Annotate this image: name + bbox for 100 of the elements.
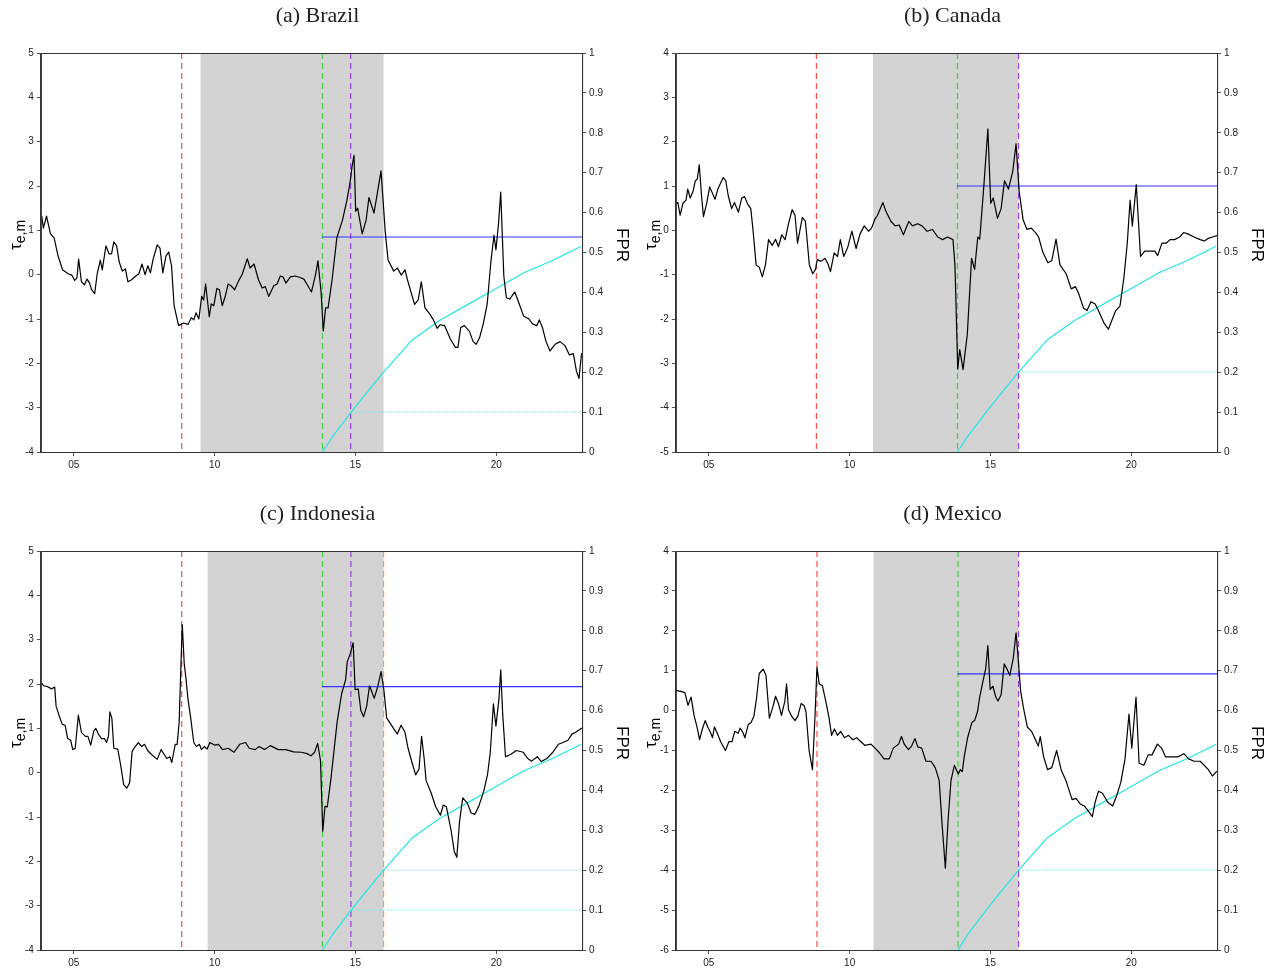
- x-tick-label: 10: [209, 458, 221, 470]
- y2-tick-label: 1: [1224, 46, 1231, 58]
- y-tick-label: -3: [24, 401, 35, 413]
- y2-axis-title: FPR: [1247, 726, 1267, 760]
- y2-tick-label: 0.2: [589, 365, 604, 377]
- y-tick-label: 4: [663, 544, 670, 556]
- x-tick-label: 20: [1125, 956, 1138, 968]
- y2-tick-label: 0.3: [589, 824, 604, 836]
- y2-tick-label: 0.3: [1224, 326, 1239, 338]
- y2-tick-label: 0: [1224, 943, 1231, 955]
- y-tick-label: -1: [659, 744, 670, 756]
- y2-axis-title: FPR: [612, 228, 632, 262]
- x-tick-label: 15: [984, 956, 997, 968]
- y-tick-label: 2: [28, 179, 35, 191]
- y2-axis-title: FPR: [1247, 228, 1267, 262]
- x-tick-label: 10: [844, 458, 856, 470]
- y-tick-label: 3: [28, 633, 35, 645]
- y2-tick-label: 0.3: [1224, 824, 1239, 836]
- y-tick-label: -2: [659, 784, 670, 796]
- y-tick-label: 5: [28, 544, 35, 556]
- y2-tick-label: 0.4: [1224, 784, 1239, 796]
- y-tick-label: 2: [663, 135, 670, 147]
- y-tick-label: -5: [659, 445, 670, 457]
- y2-tick-label: 0.6: [589, 704, 604, 716]
- y-tick-label: 1: [28, 722, 35, 734]
- y-tick-label: 4: [28, 91, 35, 103]
- y-tick-label: 4: [663, 46, 670, 58]
- y-tick-label: 5: [28, 46, 35, 58]
- y-tick-label: -6: [659, 943, 670, 955]
- x-tick-label: 05: [703, 956, 715, 968]
- y2-tick-label: 0.1: [589, 405, 604, 417]
- y-tick-label: -3: [659, 824, 670, 836]
- y2-tick-label: 0: [1224, 445, 1231, 457]
- y-tick-label: -1: [24, 810, 35, 822]
- y-tick-label: 0: [28, 268, 35, 280]
- y-tick-label: -2: [659, 312, 670, 324]
- y2-axis-title: FPR: [612, 726, 632, 760]
- y2-tick-label: 0.5: [1224, 744, 1239, 756]
- y2-tick-label: 0: [589, 445, 596, 457]
- y2-tick-label: 0.9: [1224, 584, 1239, 596]
- x-tick-label: 15: [349, 956, 362, 968]
- y2-tick-label: 0.1: [1224, 903, 1239, 915]
- y2-tick-label: 0.9: [1224, 86, 1239, 98]
- y2-tick-label: 0.1: [1224, 405, 1239, 417]
- y-tick-label: -1: [24, 312, 35, 324]
- chart-title: (c) Indonesia: [258, 500, 377, 526]
- y2-tick-label: 0.2: [589, 863, 604, 875]
- y-tick-label: 1: [663, 664, 670, 676]
- y-tick-label: 3: [663, 91, 670, 103]
- chart-title: (d) Mexico: [902, 500, 1003, 526]
- y-tick-label: -2: [24, 855, 35, 867]
- y2-tick-label: 0.8: [1224, 126, 1239, 138]
- y2-tick-label: 0.5: [589, 744, 604, 756]
- y-tick-label: 1: [663, 179, 670, 191]
- y2-tick-label: 0.7: [1224, 664, 1239, 676]
- y2-tick-label: 0.5: [1224, 246, 1239, 258]
- y-tick-label: -4: [659, 401, 670, 413]
- y2-tick-label: 0.7: [589, 166, 604, 178]
- x-tick-label: 20: [490, 458, 503, 470]
- y2-tick-label: 0.2: [1224, 863, 1239, 875]
- x-tick-label: 05: [68, 956, 80, 968]
- y2-tick-label: 0.6: [1224, 206, 1239, 218]
- y-tick-label: 3: [28, 135, 35, 147]
- y2-tick-label: 0.3: [589, 326, 604, 338]
- y-tick-label: -4: [24, 445, 35, 457]
- x-tick-label: 10: [844, 956, 856, 968]
- y2-tick-label: 0.4: [1224, 286, 1239, 298]
- y2-tick-label: 0.4: [589, 286, 604, 298]
- y-tick-label: 1: [28, 224, 35, 236]
- y2-tick-label: 0.8: [1224, 624, 1239, 636]
- y-tick-label: 0: [663, 224, 670, 236]
- chart-title: (a) Brazil: [274, 2, 361, 28]
- y-tick-label: 3: [663, 584, 670, 596]
- x-tick-label: 20: [1125, 458, 1138, 470]
- y-tick-label: -4: [24, 943, 35, 955]
- y2-tick-label: 0.5: [589, 246, 604, 258]
- x-tick-label: 05: [703, 458, 715, 470]
- y2-tick-label: 1: [589, 544, 596, 556]
- y2-tick-label: 0.8: [589, 624, 604, 636]
- y2-tick-label: 0.7: [589, 664, 604, 676]
- y2-tick-label: 0.7: [1224, 166, 1239, 178]
- y-tick-label: -2: [24, 357, 35, 369]
- y2-tick-label: 0.8: [589, 126, 604, 138]
- y-tick-label: -5: [659, 903, 670, 915]
- y2-tick-label: 0.6: [1224, 704, 1239, 716]
- y2-tick-label: 0.9: [589, 86, 604, 98]
- y-tick-label: -3: [659, 357, 670, 369]
- chart-title: (b) Canada: [902, 2, 1003, 28]
- y2-tick-label: 0.2: [1224, 365, 1239, 377]
- y-tick-label: -1: [659, 268, 670, 280]
- y2-tick-label: 1: [1224, 544, 1231, 556]
- y-tick-label: 4: [28, 589, 35, 601]
- x-tick-label: 05: [68, 458, 80, 470]
- x-tick-label: 20: [490, 956, 503, 968]
- y2-tick-label: 0.1: [589, 903, 604, 915]
- y-tick-label: 0: [28, 766, 35, 778]
- y2-tick-label: 0: [589, 943, 596, 955]
- y2-tick-label: 0.4: [589, 784, 604, 796]
- y-tick-label: 2: [28, 677, 35, 689]
- x-tick-label: 10: [209, 956, 221, 968]
